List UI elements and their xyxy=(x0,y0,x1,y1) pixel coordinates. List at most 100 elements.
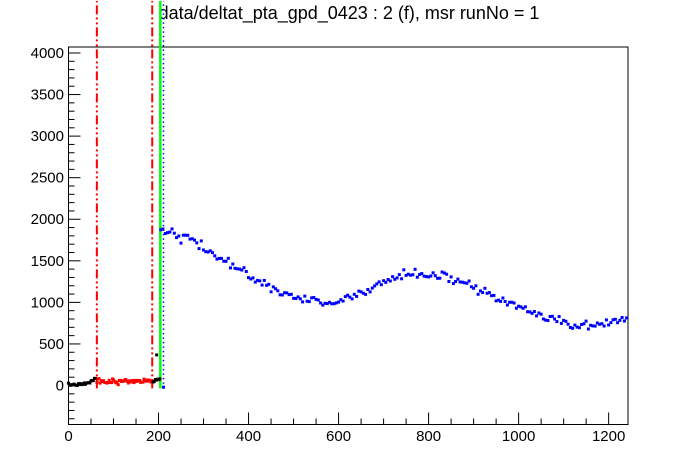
data-point xyxy=(586,327,590,331)
data-point xyxy=(247,276,250,280)
data-point xyxy=(357,289,361,293)
data-point xyxy=(274,287,278,291)
data-point xyxy=(609,321,613,325)
data-point xyxy=(188,237,192,241)
x-tick-label: 400 xyxy=(236,428,261,445)
y-tick-label: 1500 xyxy=(31,253,64,270)
data-point xyxy=(483,286,487,290)
data-point xyxy=(359,290,363,294)
data-point xyxy=(292,296,296,300)
data-point xyxy=(577,326,581,330)
data-point xyxy=(161,227,165,231)
data-point xyxy=(310,296,314,300)
data-point xyxy=(339,298,343,302)
data-point xyxy=(618,318,622,322)
y-tick-label: 0 xyxy=(56,378,64,395)
data-point xyxy=(184,233,187,237)
data-point xyxy=(256,278,260,282)
data-point xyxy=(229,266,232,270)
data-point xyxy=(379,283,383,287)
data-point xyxy=(523,305,527,309)
data-point xyxy=(334,301,338,305)
data-point xyxy=(370,286,374,290)
data-point xyxy=(328,300,332,304)
data-point xyxy=(280,293,284,297)
data-point xyxy=(553,317,557,321)
data-point xyxy=(429,274,433,278)
data-point xyxy=(384,280,388,284)
data-point xyxy=(233,266,237,270)
data-point xyxy=(555,320,559,324)
data-point xyxy=(131,379,135,382)
data-point xyxy=(138,379,142,382)
data-point xyxy=(535,314,539,318)
series-background-window-red xyxy=(95,377,154,387)
data-point xyxy=(298,297,302,301)
data-point xyxy=(481,291,485,294)
data-point xyxy=(388,279,392,283)
data-point xyxy=(492,293,496,297)
data-point xyxy=(544,318,548,322)
data-point xyxy=(238,267,241,271)
data-point xyxy=(532,310,536,313)
data-point xyxy=(580,323,584,326)
data-point xyxy=(420,272,424,276)
data-point xyxy=(366,288,370,291)
data-point xyxy=(260,283,264,287)
data-point xyxy=(593,324,597,328)
data-point xyxy=(584,319,588,323)
data-point xyxy=(397,273,401,277)
data-point xyxy=(411,273,415,277)
data-point xyxy=(193,238,196,242)
data-point xyxy=(568,326,572,329)
data-point xyxy=(186,233,190,237)
data-point xyxy=(447,280,451,283)
data-point xyxy=(305,299,309,303)
data-point xyxy=(510,300,514,304)
data-point xyxy=(163,232,167,235)
y-tick-label: 1000 xyxy=(31,294,64,311)
data-point xyxy=(494,299,498,303)
data-point xyxy=(271,285,275,289)
data-point xyxy=(276,289,280,293)
data-point-outlier xyxy=(162,385,165,389)
data-point-outlier xyxy=(155,353,159,357)
data-point xyxy=(303,294,307,298)
data-point xyxy=(319,301,323,305)
data-point xyxy=(368,290,372,294)
plot-frame xyxy=(68,46,629,425)
data-point xyxy=(436,276,440,280)
data-point xyxy=(278,293,282,297)
data-point xyxy=(141,380,145,384)
data-point xyxy=(537,311,541,315)
data-point xyxy=(395,276,399,280)
data-point xyxy=(321,303,325,307)
data-point xyxy=(404,273,408,277)
data-point xyxy=(474,284,478,288)
series-pre-t0-black xyxy=(151,353,162,384)
data-point xyxy=(582,322,586,326)
data-point xyxy=(316,298,320,302)
data-point xyxy=(391,275,395,279)
data-point xyxy=(235,267,239,271)
data-point xyxy=(622,319,626,323)
data-point xyxy=(445,272,449,276)
data-point xyxy=(449,275,453,279)
chart-title: data/deltat_pta_gpd_0423 : 2 (f), msr ru… xyxy=(158,3,540,23)
data-point xyxy=(589,323,593,327)
data-point xyxy=(267,282,271,286)
data-point xyxy=(465,281,469,285)
data-point xyxy=(472,286,476,290)
data-point xyxy=(559,321,563,325)
data-point xyxy=(433,274,437,278)
data-point xyxy=(406,272,410,276)
data-point xyxy=(251,276,255,280)
data-point xyxy=(249,277,253,281)
data-point xyxy=(177,234,181,238)
data-point xyxy=(616,321,620,325)
x-tick-label: 200 xyxy=(146,428,171,445)
data-point xyxy=(625,316,629,320)
data-point xyxy=(346,293,350,297)
